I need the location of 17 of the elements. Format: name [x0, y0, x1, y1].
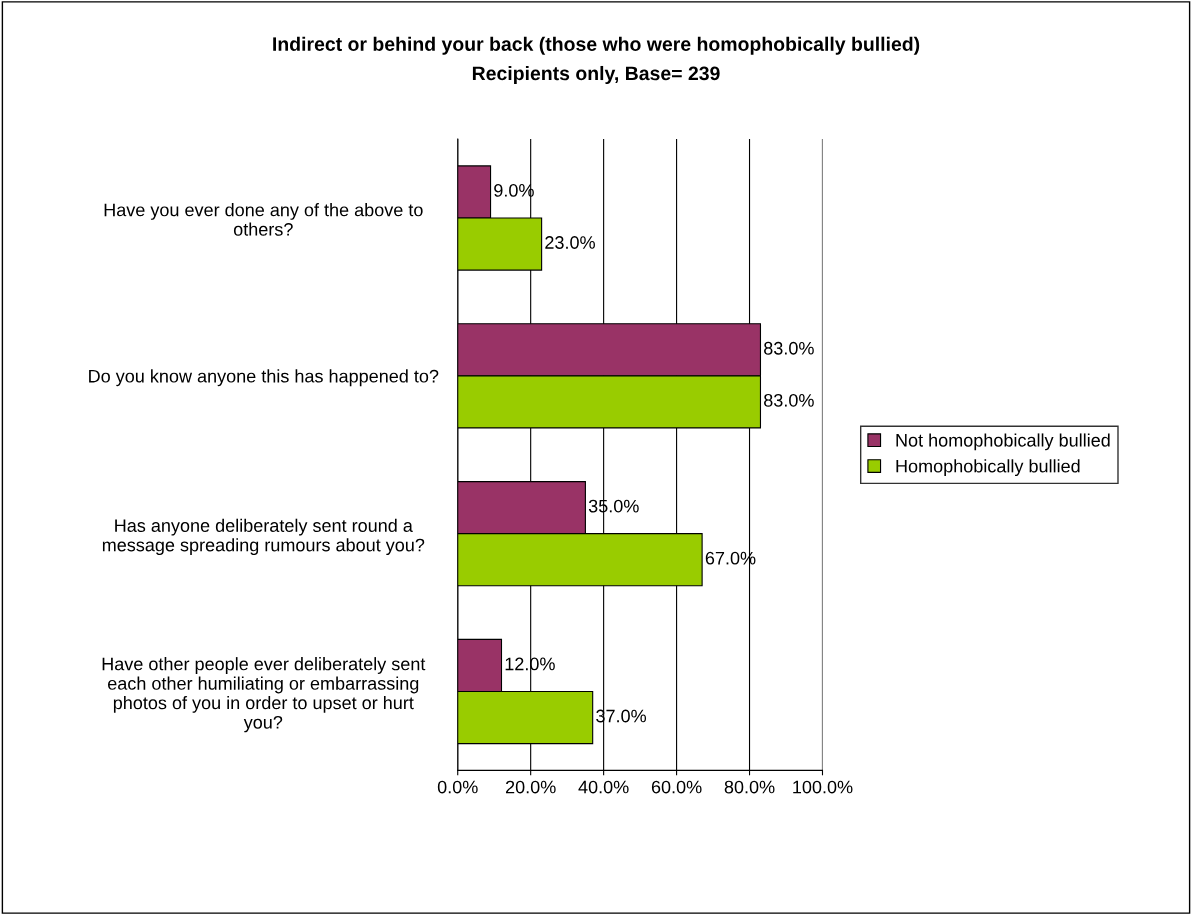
- legend-label: Not homophobically bullied: [896, 433, 1110, 451]
- chart-subtitle: Recipients only, Base= 239: [472, 65, 720, 85]
- data-label: 23.0%: [545, 236, 595, 249]
- x-tick-label: 20.0%: [505, 780, 556, 794]
- x-tick-label: 100.0%: [793, 780, 853, 794]
- y-tick-label: Has anyone deliberately sent round a message spreading rumours about you?: [102, 518, 425, 555]
- x-tick-label: 80.0%: [724, 780, 775, 794]
- x-tick-label: 0.0%: [437, 780, 478, 794]
- chart-title: Indirect or behind your back (those who were homophobically bullied): [273, 36, 920, 55]
- y-tick-label: Have other people ever deliberately sent each other humiliating or embarrassing photos of you in order to upset or hurt you?: [102, 657, 426, 733]
- y-tick-label: Have you ever done any of the above to others?: [104, 203, 423, 236]
- data-label: 83.0%: [764, 393, 814, 407]
- x-tick-label: 40.0%: [578, 780, 629, 794]
- data-label: 83.0%: [764, 341, 814, 355]
- y-tick-label: Do you know anyone this has happened to?: [89, 369, 439, 387]
- x-tick-label: 60.0%: [651, 780, 702, 794]
- legend-label: Homophobically bullied: [896, 459, 1080, 477]
